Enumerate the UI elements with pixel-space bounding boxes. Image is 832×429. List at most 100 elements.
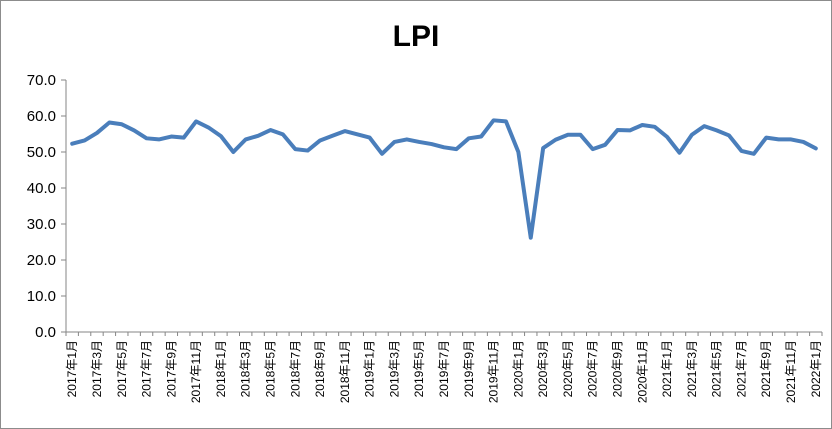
data-point bbox=[132, 128, 136, 132]
data-point bbox=[454, 147, 458, 151]
x-tick-label: 2017年7月 bbox=[140, 340, 154, 397]
x-tick-label: 2017年1月 bbox=[65, 340, 79, 397]
series-line bbox=[70, 118, 818, 240]
data-point bbox=[516, 150, 520, 154]
data-point bbox=[789, 137, 793, 141]
data-point bbox=[504, 119, 508, 123]
data-point bbox=[603, 143, 607, 147]
data-point bbox=[578, 133, 582, 137]
data-point bbox=[653, 125, 657, 129]
data-point bbox=[207, 126, 211, 130]
data-point bbox=[244, 137, 248, 141]
x-tick-label: 2017年11月 bbox=[189, 340, 203, 403]
x-tick-label: 2021年11月 bbox=[784, 340, 798, 403]
data-point bbox=[677, 151, 681, 155]
data-point bbox=[219, 134, 223, 138]
x-tick-label: 2017年5月 bbox=[115, 340, 129, 397]
data-point bbox=[392, 140, 396, 144]
data-point bbox=[479, 135, 483, 139]
data-point bbox=[107, 120, 111, 124]
data-point bbox=[318, 138, 322, 142]
y-tick-label: 50.0 bbox=[27, 144, 56, 161]
data-point bbox=[814, 146, 818, 150]
x-tick-label: 2019年11月 bbox=[487, 340, 501, 403]
x-tick-label: 2019年9月 bbox=[462, 340, 476, 397]
data-point bbox=[591, 147, 595, 151]
y-tick-label: 60.0 bbox=[27, 108, 56, 125]
data-point bbox=[194, 119, 198, 123]
x-tick-label: 2018年7月 bbox=[288, 340, 302, 397]
data-point bbox=[777, 137, 781, 141]
data-point bbox=[231, 150, 235, 154]
data-point bbox=[281, 132, 285, 136]
x-tick-label: 2017年9月 bbox=[164, 340, 178, 397]
x-tick-label: 2021年5月 bbox=[710, 340, 724, 397]
x-tick-label: 2019年3月 bbox=[387, 340, 401, 397]
x-tick-label: 2020年1月 bbox=[511, 340, 525, 397]
data-point bbox=[702, 124, 706, 128]
data-point bbox=[616, 128, 620, 132]
data-point bbox=[566, 133, 570, 137]
data-point bbox=[268, 128, 272, 132]
data-point bbox=[330, 134, 334, 138]
data-point bbox=[95, 131, 99, 135]
data-point bbox=[405, 137, 409, 141]
data-point bbox=[120, 122, 124, 126]
y-tick-label: 30.0 bbox=[27, 216, 56, 233]
data-point bbox=[169, 135, 173, 139]
data-point bbox=[492, 118, 496, 122]
x-tick-label: 2019年5月 bbox=[412, 340, 426, 397]
data-point bbox=[430, 142, 434, 146]
x-tick-label: 2020年11月 bbox=[635, 340, 649, 403]
data-point bbox=[715, 128, 719, 132]
x-tick-label: 2020年9月 bbox=[611, 340, 625, 397]
x-tick-label: 2022年1月 bbox=[809, 340, 823, 397]
data-point bbox=[343, 129, 347, 133]
data-point bbox=[182, 136, 186, 140]
data-point bbox=[83, 138, 87, 142]
data-point bbox=[764, 136, 768, 140]
x-tick-label: 2017年3月 bbox=[90, 340, 104, 397]
data-point bbox=[293, 147, 297, 151]
data-point bbox=[541, 146, 545, 150]
data-point bbox=[145, 136, 149, 140]
data-point bbox=[752, 152, 756, 156]
x-tick-label: 2020年5月 bbox=[561, 340, 575, 397]
x-tick-label: 2021年1月 bbox=[660, 340, 674, 397]
data-point bbox=[368, 136, 372, 140]
x-tick-label: 2018年5月 bbox=[263, 340, 277, 397]
x-tick-label: 2020年3月 bbox=[536, 340, 550, 397]
data-point bbox=[640, 123, 644, 127]
data-point bbox=[665, 135, 669, 139]
y-axis: 0.0 10.0 20.0 30.0 40.0 50.0 60.0 70.0 bbox=[27, 72, 67, 341]
plot-area bbox=[70, 118, 818, 240]
data-point bbox=[157, 137, 161, 141]
data-point bbox=[70, 142, 74, 146]
x-tick-label: 2021年7月 bbox=[734, 340, 748, 397]
data-point bbox=[690, 133, 694, 137]
data-point bbox=[442, 145, 446, 149]
data-point bbox=[355, 132, 359, 136]
x-tick-label: 2018年1月 bbox=[214, 340, 228, 397]
data-point bbox=[554, 138, 558, 142]
data-point bbox=[727, 133, 731, 137]
data-point bbox=[256, 134, 260, 138]
chart-title: LPI bbox=[393, 20, 440, 53]
data-point bbox=[417, 140, 421, 144]
y-tick-label: 10.0 bbox=[27, 288, 56, 305]
y-tick-label: 20.0 bbox=[27, 252, 56, 269]
data-point bbox=[739, 149, 743, 153]
x-tick-label: 2019年7月 bbox=[437, 340, 451, 397]
x-tick-label: 2019年1月 bbox=[363, 340, 377, 397]
x-tick-label: 2018年3月 bbox=[239, 340, 253, 397]
data-point bbox=[628, 128, 632, 132]
y-tick-label: 70.0 bbox=[27, 72, 56, 89]
data-point bbox=[306, 149, 310, 153]
data-point bbox=[467, 136, 471, 140]
x-tick-label: 2021年3月 bbox=[685, 340, 699, 397]
x-tick-label: 2021年9月 bbox=[759, 340, 773, 397]
x-axis: 2017年1月 2017年3月 2017年5月 2017年7月 2017年9月 2017年… bbox=[65, 331, 823, 403]
x-tick-label: 2018年9月 bbox=[313, 340, 327, 397]
